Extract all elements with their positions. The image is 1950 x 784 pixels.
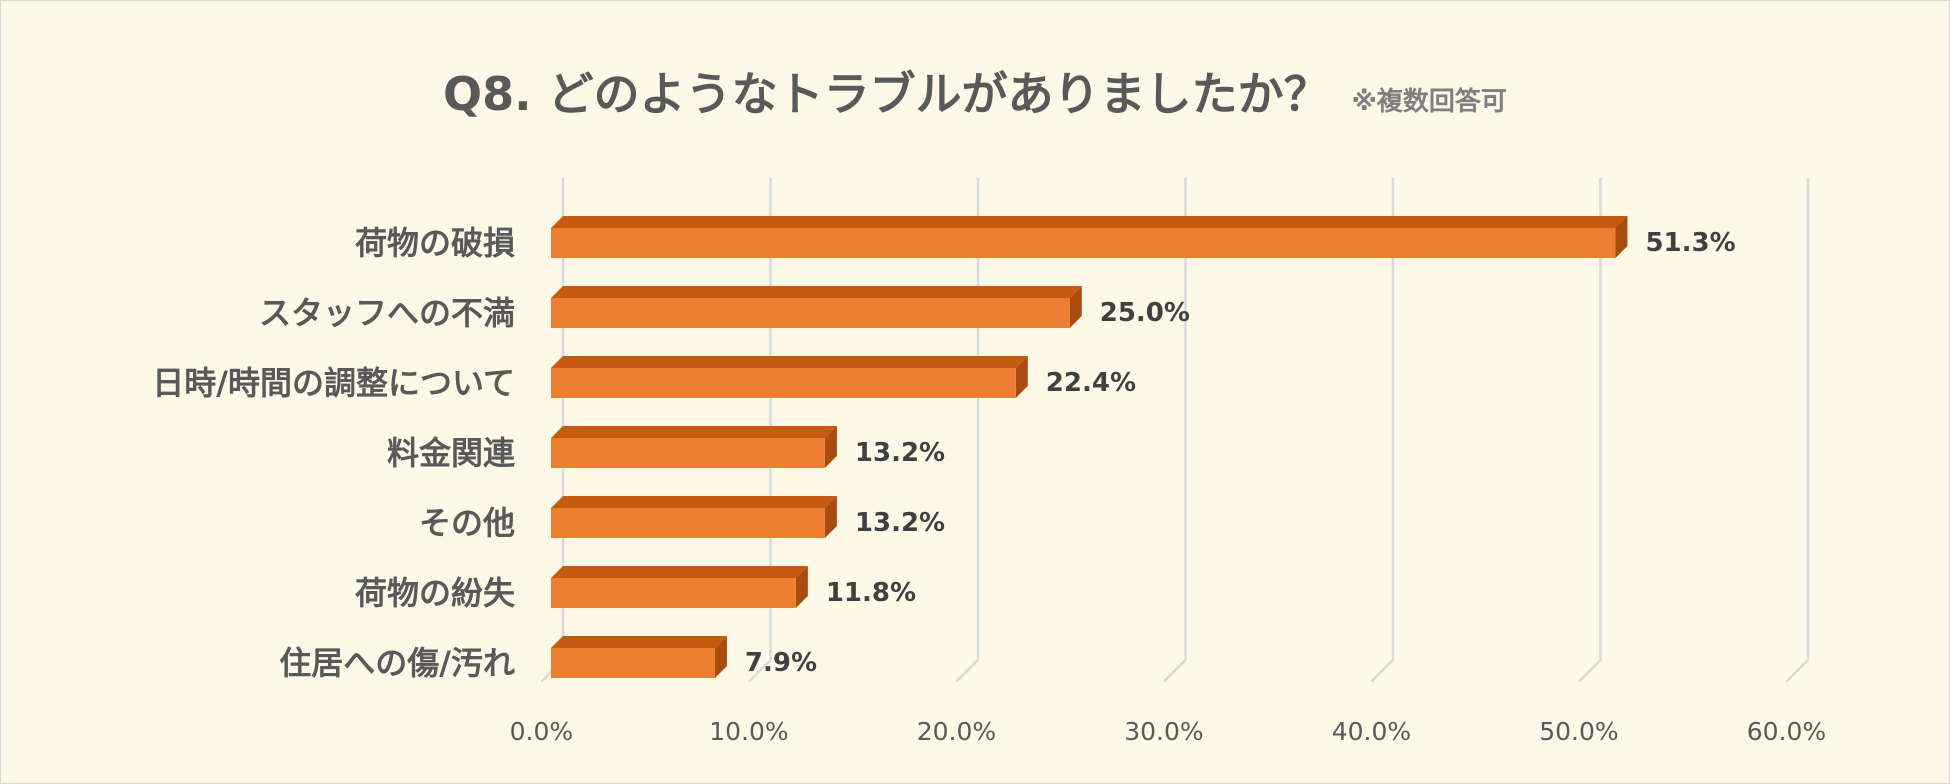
bar-top-face xyxy=(551,636,727,648)
x-tick-label: 10.0% xyxy=(709,717,788,746)
x-tick-label: 40.0% xyxy=(1332,717,1411,746)
bar xyxy=(551,648,715,678)
bar-top-face xyxy=(551,496,837,508)
category-label: 日時/時間の調整について xyxy=(152,364,515,402)
category-label: 料金関連 xyxy=(387,434,516,472)
value-label: 13.2% xyxy=(855,508,945,538)
bar-side-face xyxy=(824,496,837,538)
title-text: Q8. どのようなトラブルがありましたか？ xyxy=(443,67,1330,121)
bar-top-face xyxy=(551,426,837,438)
value-label: 7.9% xyxy=(745,648,817,678)
bar xyxy=(551,298,1070,328)
gridline-floor xyxy=(1370,659,1394,683)
gridline-floor xyxy=(748,659,772,683)
category-label: その他 xyxy=(419,504,515,542)
value-label: 22.4% xyxy=(1046,368,1136,398)
category-label: 荷物の破損 xyxy=(355,224,515,262)
x-tick-label: 30.0% xyxy=(1124,717,1203,746)
bar xyxy=(551,438,825,468)
bar-top-face xyxy=(551,286,1082,298)
bar-top-face xyxy=(551,216,1628,228)
bar-top-face xyxy=(551,356,1028,368)
bar-side-face xyxy=(1015,356,1028,398)
x-tick-label: 60.0% xyxy=(1747,717,1826,746)
chart-title: Q8. どのようなトラブルがありましたか？ ※複数回答可 xyxy=(0,58,1950,124)
gridline-floor xyxy=(1578,659,1602,683)
bar-side-face xyxy=(714,636,727,678)
category-label: 荷物の紛失 xyxy=(355,574,516,612)
bar-side-face xyxy=(1615,216,1628,258)
labels: 0.0% 10.0% 20.0% 30.0% 40.0% 50.0% 60.0% 荷物の破損 5… xyxy=(152,224,1826,746)
value-label: 13.2% xyxy=(855,438,945,468)
gridline-floor xyxy=(1163,659,1187,683)
x-tick-label: 20.0% xyxy=(917,717,996,746)
gridline-floor xyxy=(955,659,979,683)
value-label: 25.0% xyxy=(1100,298,1190,328)
subtitle-note: ※複数回答可 xyxy=(1351,87,1507,117)
bar xyxy=(551,508,825,538)
category-label: 住居への傷/汚れ xyxy=(279,644,515,682)
bar-side-face xyxy=(795,566,808,608)
bar-side-face xyxy=(1069,286,1082,328)
bars xyxy=(551,216,1628,678)
bar xyxy=(551,578,796,608)
bar xyxy=(551,228,1616,258)
bar-side-face xyxy=(824,426,837,468)
bar-top-face xyxy=(551,566,808,578)
x-tick-label: 0.0% xyxy=(510,717,574,746)
x-tick-label: 50.0% xyxy=(1539,717,1618,746)
value-label: 11.8% xyxy=(826,578,916,608)
gridline-floor xyxy=(1785,659,1809,683)
value-label: 51.3% xyxy=(1645,228,1735,258)
bar xyxy=(551,368,1016,398)
category-label: スタッフへの不満 xyxy=(259,294,515,332)
